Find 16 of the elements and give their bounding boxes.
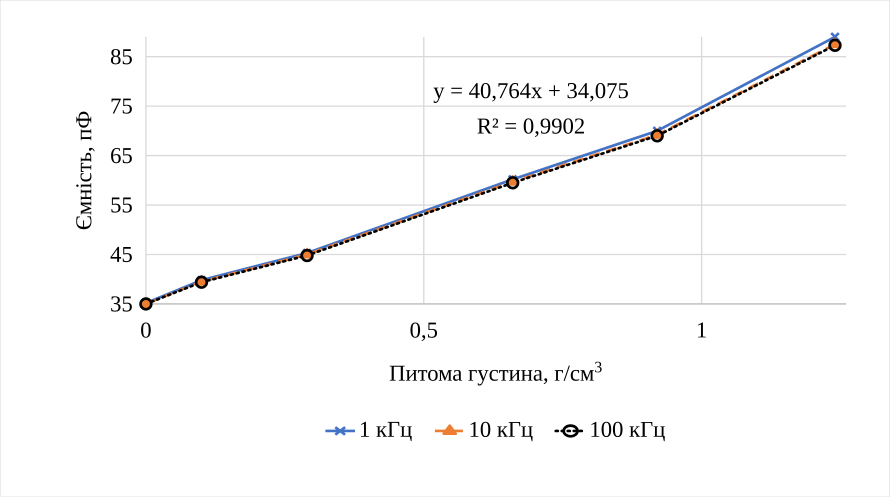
- legend-label: 10 кГц: [470, 422, 533, 442]
- x-axis-title: Питома густина, г/см$^{3}$: [390, 362, 602, 386]
- annotation: R² = 0,9902: [477, 118, 584, 138]
- y-tick-label: 85: [110, 49, 132, 64]
- legend-label: 1 кГц: [360, 422, 412, 442]
- y-tick-label: 45: [110, 246, 132, 262]
- x-tick-label: 0: [141, 322, 151, 338]
- legend-label: 100 кГц: [591, 422, 665, 442]
- y-tick-label: 65: [111, 148, 132, 164]
- annotation: y = 40,764x + 34,075: [433, 83, 628, 104]
- x-tick-label: 0,5: [410, 322, 438, 342]
- y-tick-label: 55: [111, 198, 132, 213]
- y-axis-title: Ємність, пФ: [76, 112, 95, 230]
- y-tick-label: 35: [111, 296, 132, 312]
- y-tick-label: 75: [112, 98, 132, 114]
- x-tick-label: 1: [698, 322, 706, 338]
